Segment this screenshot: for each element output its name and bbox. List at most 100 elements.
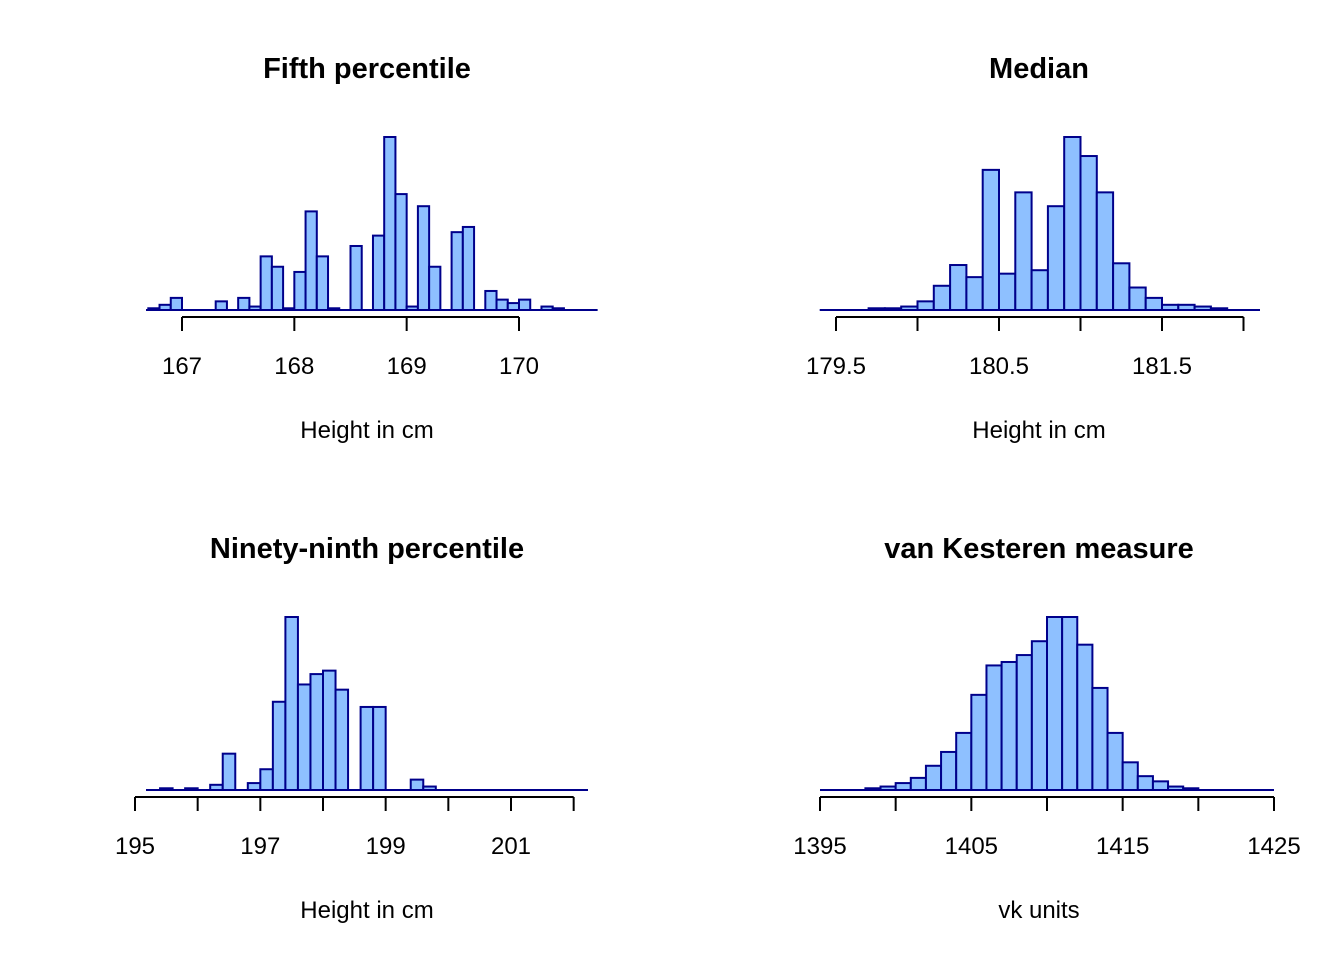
x-tick-label: 201: [491, 833, 531, 860]
histogram-bar: [1128, 286, 1147, 312]
histogram-bar: [495, 298, 509, 311]
histogram-bar: [949, 264, 968, 311]
x-axis-label: Height in cm: [972, 417, 1105, 444]
histogram-bar: [383, 136, 397, 311]
histogram-bar: [932, 284, 952, 311]
histogram-bar: [981, 168, 1001, 311]
histogram-bar: [900, 305, 919, 312]
histogram-bar: [1095, 191, 1115, 311]
histogram-bar: [1144, 296, 1163, 312]
x-axis-label: vk units: [998, 897, 1079, 924]
histogram-bar: [1030, 269, 1049, 311]
histogram-bar: [970, 693, 988, 791]
histogram-bar: [214, 300, 228, 312]
histogram-bar: [416, 205, 431, 311]
histogram-bar: [1121, 761, 1139, 792]
histogram-bar: [1209, 307, 1229, 311]
histogram-bar: [409, 778, 425, 791]
histogram-bar: [1015, 654, 1033, 791]
histogram-bar: [158, 303, 172, 311]
histogram-bar: [1046, 616, 1064, 791]
histogram-bar: [864, 787, 882, 792]
histogram-bar: [1061, 616, 1079, 791]
x-tick-label: 197: [240, 833, 280, 860]
x-tick-label: 179.5: [806, 353, 866, 380]
histogram-bar: [1063, 136, 1082, 311]
histogram-bar: [1030, 640, 1049, 791]
histogram-bar: [322, 669, 337, 792]
histogram-bar: [282, 307, 296, 311]
x-tick-label: 1395: [793, 833, 846, 860]
histogram-bar: [1046, 205, 1066, 311]
histogram-bar: [955, 731, 973, 791]
histogram-bar: [296, 683, 312, 791]
histogram-bar: [985, 664, 1003, 791]
histogram-bar: [1112, 262, 1131, 312]
histogram-bar: [147, 307, 161, 311]
histogram-bar: [284, 616, 299, 791]
histogram-bar: [894, 782, 912, 792]
x-tick-label: 169: [387, 353, 427, 380]
histogram-bar: [551, 307, 565, 311]
histogram-bar: [209, 783, 224, 791]
histogram-bar: [422, 785, 437, 791]
histogram-bar: [1151, 780, 1170, 791]
histogram-bar: [184, 787, 199, 792]
histogram-bar: [334, 688, 350, 791]
x-tick-label: 168: [274, 353, 314, 380]
x-tick-label: 1405: [945, 833, 998, 860]
x-tick-label: 1415: [1096, 833, 1149, 860]
histogram-bar: [359, 705, 375, 792]
histogram-bar: [159, 787, 174, 792]
histogram-bar: [405, 305, 419, 312]
x-tick-label: 199: [366, 833, 406, 860]
histogram-bar: [1106, 731, 1124, 791]
histogram-bar: [428, 265, 442, 311]
x-axis-label: Height in cm: [300, 897, 433, 924]
chart-title: Median: [989, 53, 1089, 85]
x-tick-label: 181.5: [1132, 353, 1192, 380]
histogram-bar: [246, 782, 262, 792]
histogram-bar: [916, 300, 935, 312]
histogram-bar: [1000, 660, 1018, 791]
histogram-bar: [540, 305, 554, 312]
histogram-bar: [372, 705, 387, 792]
histogram-bar: [484, 289, 498, 312]
histogram-bar: [1167, 785, 1185, 791]
x-tick-label: 167: [162, 353, 202, 380]
histogram-bar: [461, 225, 476, 312]
histogram-bar: [259, 255, 273, 311]
histogram-bar: [998, 272, 1017, 312]
histogram-bar: [450, 231, 464, 311]
chart-title: Ninety-ninth percentile: [210, 533, 524, 565]
histogram-bar: [315, 255, 330, 311]
histogram-bar: [965, 276, 984, 312]
histogram-bar: [293, 270, 307, 312]
histogram-bar: [506, 302, 520, 311]
histogram-bar: [1193, 305, 1212, 312]
histogram-bar: [879, 785, 897, 791]
x-tick-label: 170: [499, 353, 539, 380]
histogram-bar: [1076, 643, 1094, 791]
histogram-bar: [349, 244, 363, 312]
histogram-bar: [169, 296, 183, 312]
histogram-bar: [394, 193, 408, 311]
histogram-bar: [1091, 686, 1109, 791]
histogram-bar: [259, 768, 274, 791]
histogram-bar: [327, 307, 341, 311]
histogram-bar: [1177, 303, 1196, 311]
histogram-bar: [221, 752, 237, 791]
histogram-bar: [1079, 155, 1098, 311]
histogram-bar: [867, 307, 886, 311]
histogram-bar: [883, 307, 903, 311]
histogram-bar: [304, 210, 318, 311]
x-tick-label: 1425: [1247, 833, 1300, 860]
chart-title: van Kesteren measure: [884, 533, 1194, 565]
histogram-bar: [248, 305, 262, 312]
histogram-bar: [270, 265, 285, 311]
histogram-bar: [309, 673, 325, 792]
x-axis-label: Height in cm: [300, 417, 433, 444]
histogram-bar: [371, 234, 386, 311]
histogram-bar: [924, 764, 943, 792]
